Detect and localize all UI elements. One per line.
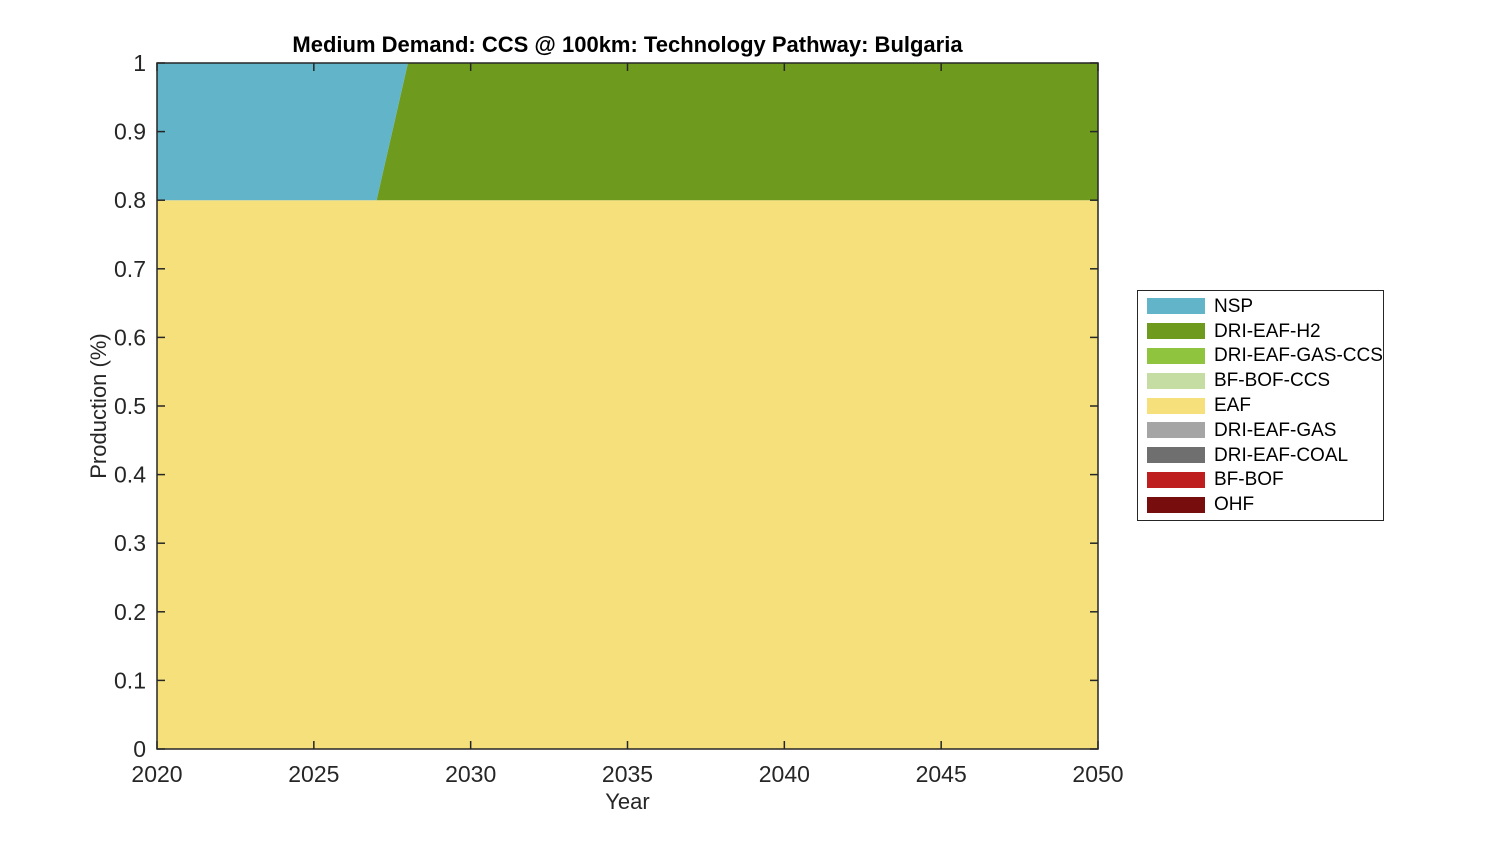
legend-swatch-BF-BOF xyxy=(1147,471,1205,488)
x-tick-label: 2035 xyxy=(602,761,653,787)
legend-label: DRI-EAF-GAS xyxy=(1214,419,1337,441)
x-tick-label: 2050 xyxy=(1072,761,1123,787)
y-tick-label: 0.3 xyxy=(114,530,146,556)
y-tick-label: 0.2 xyxy=(114,599,146,625)
legend-item-BF-BOF: BF-BOF xyxy=(1138,467,1383,492)
legend-label: DRI-EAF-GAS-CCS xyxy=(1214,345,1383,367)
y-tick-label: 0.8 xyxy=(114,187,146,213)
x-tick-label: 2045 xyxy=(916,761,967,787)
legend-label: NSP xyxy=(1214,295,1254,317)
x-axis-label: Year xyxy=(605,789,650,814)
y-tick-label: 0.7 xyxy=(114,256,146,282)
legend-item-EAF: EAF xyxy=(1138,393,1383,418)
legend-item-DRI-EAF-COAL: DRI-EAF-COAL xyxy=(1138,443,1383,468)
y-axis-label: Production (%) xyxy=(86,333,111,479)
legend-swatch-DRI-EAF-H2 xyxy=(1147,323,1205,340)
x-tick-label: 2020 xyxy=(131,761,182,787)
y-tick-label: 1 xyxy=(133,50,146,76)
legend-swatch-OHF xyxy=(1147,496,1205,513)
tick-labels: 2020 2025 2030 2035 2040 2045 2050 0 0.1 0.2 0.3 0.… xyxy=(114,50,1124,787)
legend-swatch-DRI-EAF-GAS-CCS xyxy=(1147,347,1205,364)
area-EAF xyxy=(157,200,1098,749)
area-DRI-EAF-H2 xyxy=(157,63,1098,201)
area-NSP xyxy=(157,63,1098,201)
legend-item-BF-BOF-CCS: BF-BOF-CCS xyxy=(1138,368,1383,393)
legend-swatch-DRI-EAF-COAL xyxy=(1147,447,1205,464)
x-tick-label: 2025 xyxy=(288,761,339,787)
legend-label: DRI-EAF-COAL xyxy=(1214,444,1349,466)
chart-title: Medium Demand: CCS @ 100km: Technology P… xyxy=(292,32,963,57)
legend-label: OHF xyxy=(1214,494,1255,516)
y-tick-label: 0.1 xyxy=(114,667,146,693)
legend-box: NSP DRI-EAF-H2 DRI-EAF-GAS-CCS BF-BOF-CCS EA… xyxy=(1137,290,1384,521)
stacked-areas xyxy=(157,63,1098,749)
y-tick-label: 0.6 xyxy=(114,324,146,350)
y-tick-label: 0.5 xyxy=(114,393,146,419)
y-tick-label: 0 xyxy=(133,736,146,762)
legend-item-OHF: OHF xyxy=(1138,492,1383,517)
legend-item-NSP: NSP xyxy=(1138,294,1383,319)
legend-swatch-BF-BOF-CCS xyxy=(1147,372,1205,389)
legend-item-DRI-EAF-GAS: DRI-EAF-GAS xyxy=(1138,418,1383,443)
x-tick-label: 2040 xyxy=(759,761,810,787)
legend-label: EAF xyxy=(1214,395,1251,417)
legend-item-DRI-EAF-H2: DRI-EAF-H2 xyxy=(1138,319,1383,344)
y-tick-label: 0.9 xyxy=(114,119,146,145)
legend-swatch-EAF xyxy=(1147,397,1205,414)
legend-label: BF-BOF-CCS xyxy=(1214,370,1331,392)
legend-label: DRI-EAF-H2 xyxy=(1214,320,1321,342)
y-tick-label: 0.4 xyxy=(114,462,146,488)
legend-swatch-DRI-EAF-GAS xyxy=(1147,422,1205,439)
legend-item-DRI-EAF-GAS-CCS: DRI-EAF-GAS-CCS xyxy=(1138,344,1383,369)
x-tick-label: 2030 xyxy=(445,761,496,787)
legend-label: BF-BOF xyxy=(1214,469,1284,491)
axes-box xyxy=(156,62,1099,750)
legend-swatch-NSP xyxy=(1147,298,1205,315)
